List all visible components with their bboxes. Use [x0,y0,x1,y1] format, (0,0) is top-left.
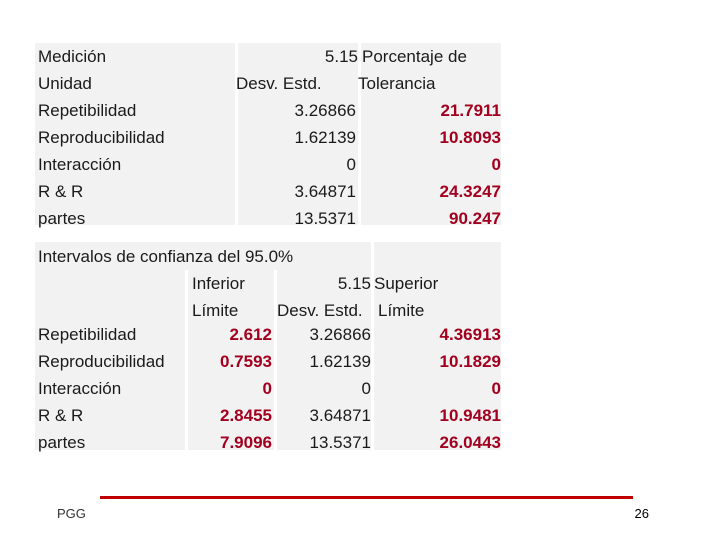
std-dev-value: 3.26866 [294,101,356,120]
table-2-title: Intervalos de confianza del 95.0% [38,247,294,266]
upper-limit-value: 0 [491,379,501,398]
table-1-std-column-bg [238,43,358,225]
table-1-pct-column-bg [361,43,501,225]
row-label: R & R [38,406,84,425]
tolerance-percent-value: 90.247 [449,209,501,228]
row-label: partes [38,209,86,228]
row-label: Reproducibilidad [38,128,165,147]
tolerance-percent-value: 10.8093 [439,128,501,147]
table-1-label-column-bg [35,43,235,225]
footer-divider [100,496,633,499]
std-dev-value: 1.62139 [309,352,371,371]
std-dev-value: 3.26866 [309,325,371,344]
upper-limit-value: 4.36913 [439,325,501,344]
tolerance-percent-value: 24.3247 [439,182,501,201]
tolerance-percent-value: 0 [491,155,501,174]
table-1-header-unit: Unidad [38,74,92,93]
table-1-header-factor: 5.15 [324,47,358,66]
row-label: Interacción [38,155,122,174]
std-dev-value: 13.5371 [294,209,356,228]
row-label: Repetibilidad [38,325,137,344]
lower-limit-value: 0 [262,379,272,398]
row-label: partes [38,433,86,452]
tolerance-percent-value: 21.7911 [440,101,501,120]
std-dev-value: 0 [346,155,356,174]
lower-limit-value: 2.8455 [220,406,272,425]
table-2-header-upper-limit: Límite [378,301,425,320]
table-1-header-tolerance: Tolerancia [358,74,436,93]
row-label: Reproducibilidad [38,352,165,371]
table-1-header-std-dev: Desv. Estd. [236,74,322,93]
table-2-header-lower: Inferior [192,274,245,293]
row-label: Interacción [38,379,122,398]
footer-author: PGG [57,506,86,521]
upper-limit-value: 10.9481 [439,406,501,425]
lower-limit-value: 2.612 [229,325,272,344]
std-dev-value: 13.5371 [309,433,371,452]
std-dev-value: 3.64871 [309,406,371,425]
table-1-header-percent: Porcentaje de [362,47,467,66]
table-2-header-std-dev: Desv. Estd. [277,301,363,320]
table-2-header-factor: 5.15 [337,274,371,293]
std-dev-value: 1.62139 [294,128,356,147]
table-2-header-lower-limit: Límite [192,301,239,320]
table-2-upper-column-bg [374,270,501,450]
std-dev-value: 0 [361,379,371,398]
table-1-header-measurement: Medición [38,47,107,66]
upper-limit-value: 10.1829 [439,352,501,371]
lower-limit-value: 7.9096 [220,433,272,452]
lower-limit-value: 0.7593 [220,352,272,371]
upper-limit-value: 26.0443 [439,433,501,452]
table-2-std-column-bg [277,270,371,450]
table-2-label-column-bg [35,270,185,450]
row-label: Repetibilidad [38,101,137,120]
row-label: R & R [38,182,84,201]
page-number: 26 [634,506,649,521]
std-dev-value: 3.64871 [294,182,356,201]
table-2-title-bg [35,242,371,270]
table-2-lower-column-bg [188,270,274,450]
table-2-title-right-bg [374,242,501,270]
table-2-header-upper: Superior [374,274,439,293]
